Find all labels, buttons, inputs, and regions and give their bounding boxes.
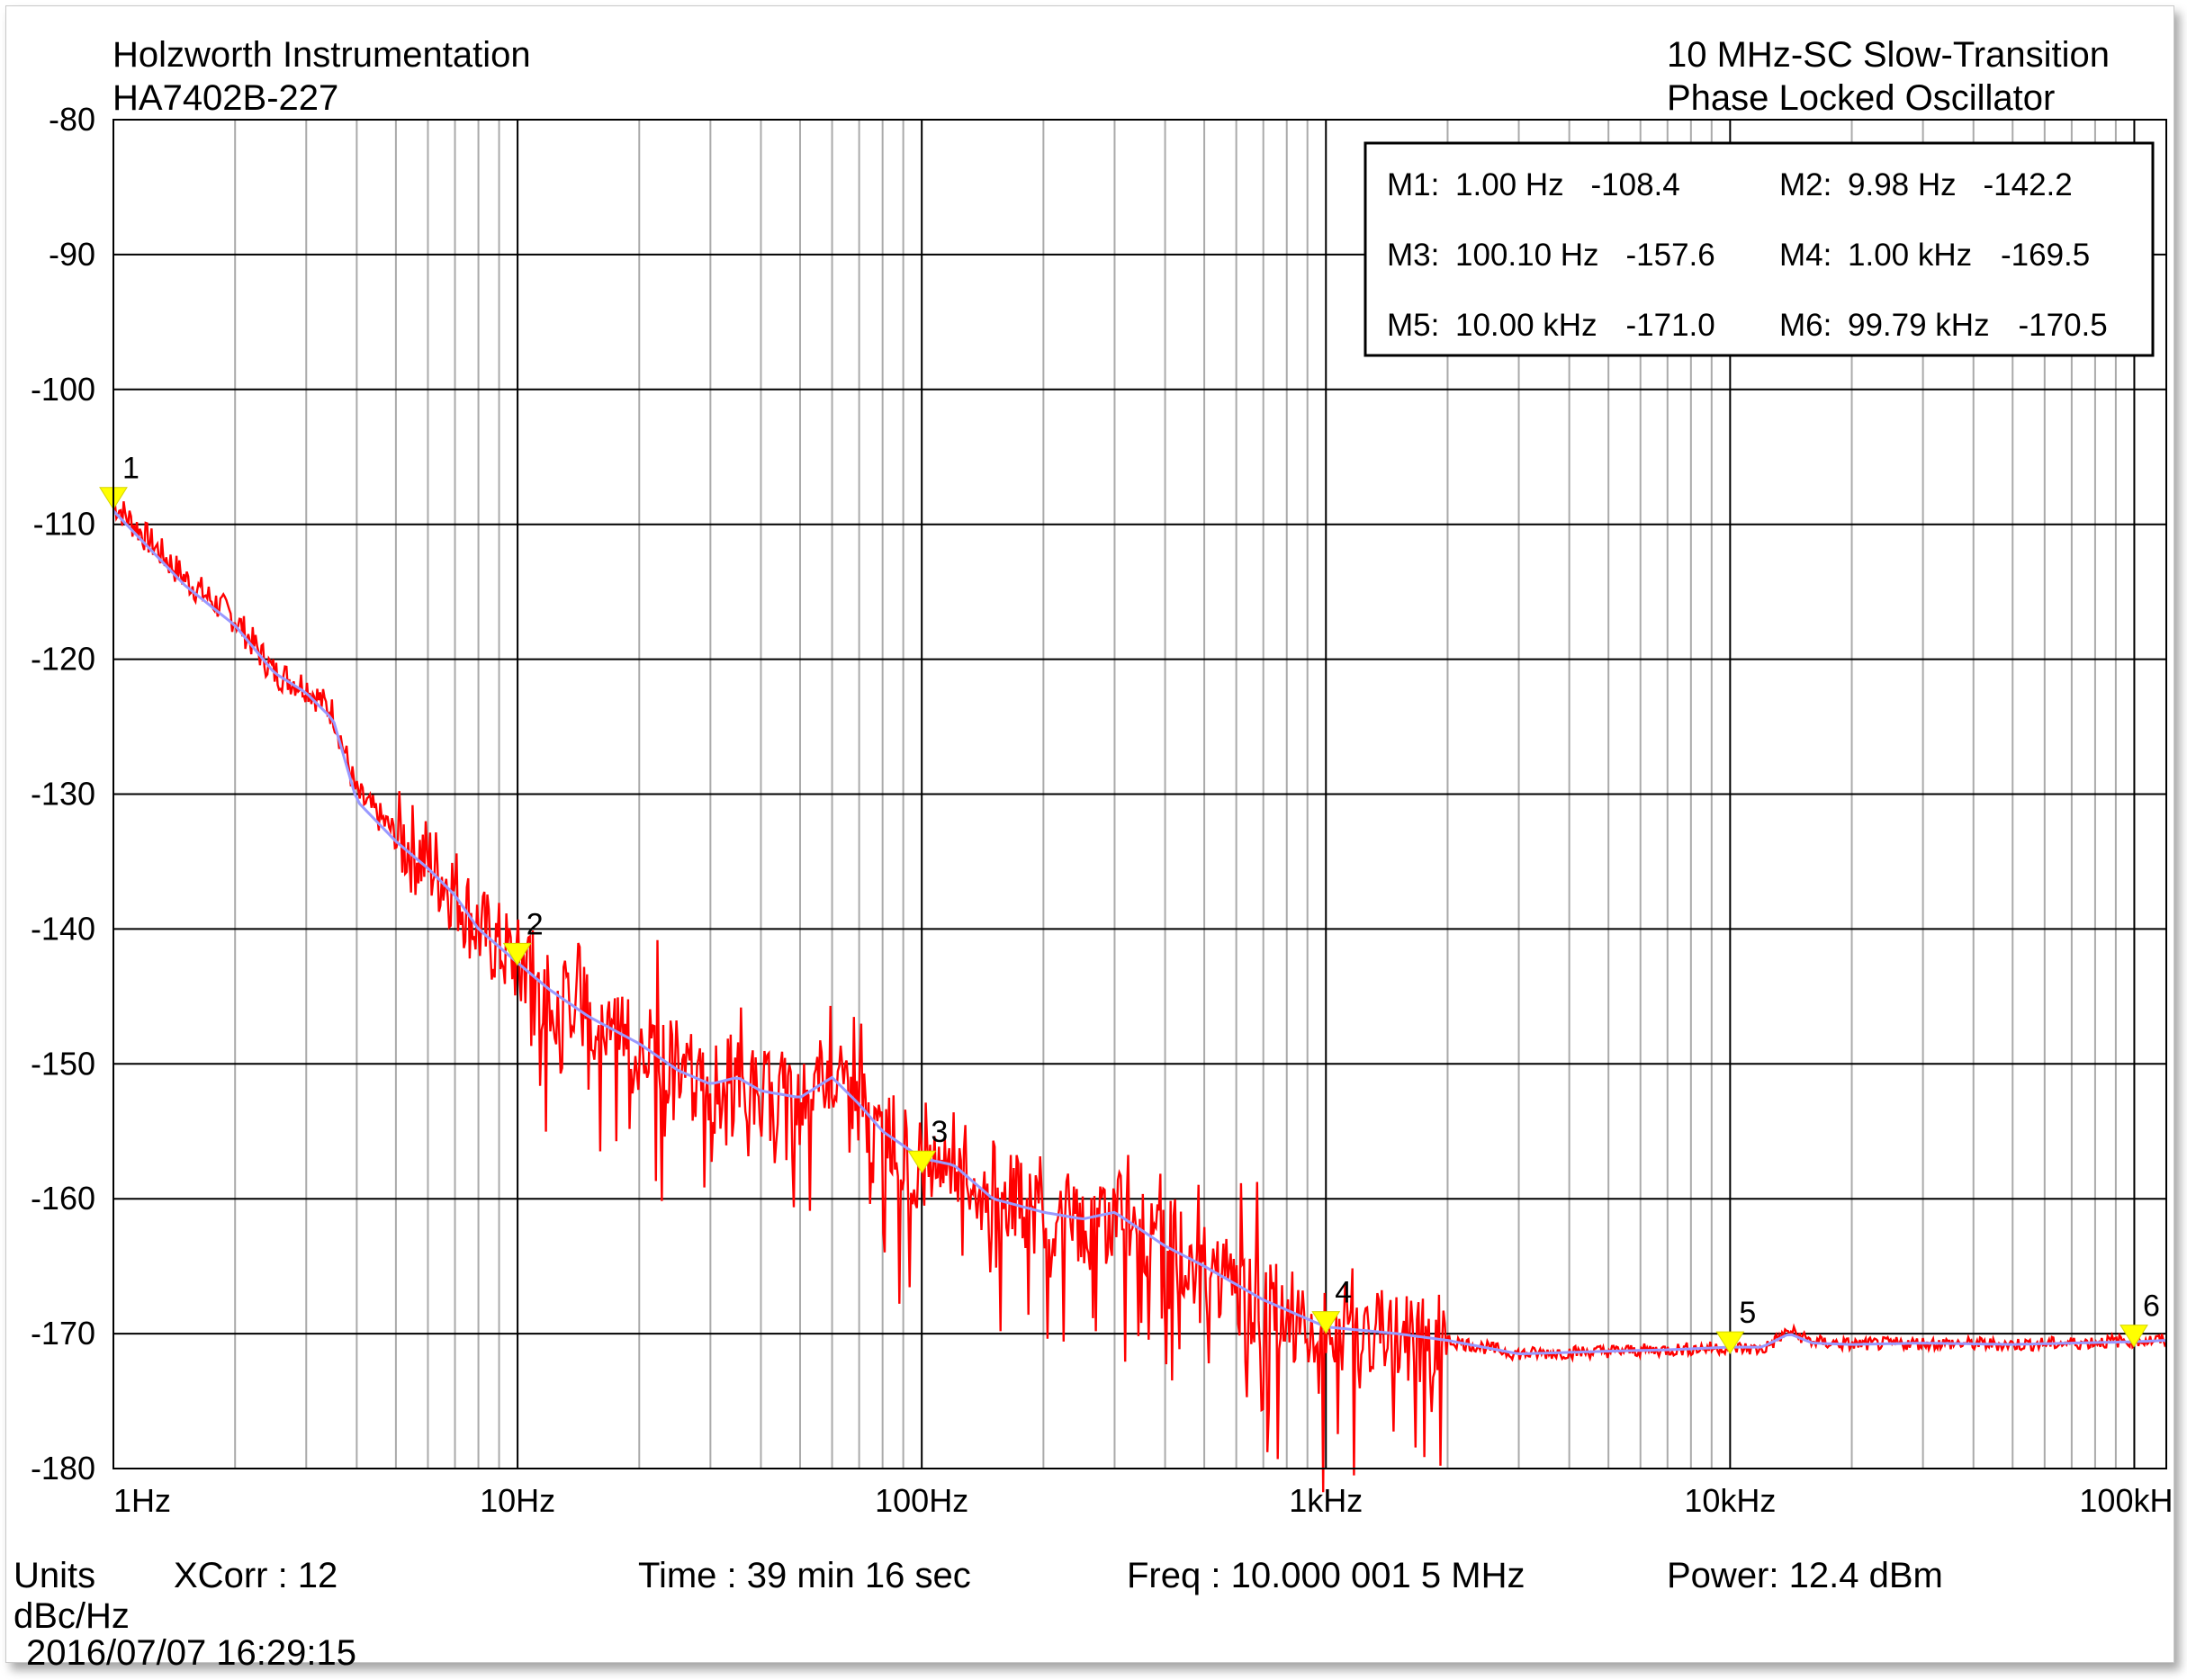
freq-readout: Freq : 10.000 001 5 MHz: [1127, 1556, 1526, 1595]
marker-table-id: M4:: [1779, 238, 1832, 273]
x-tick-label: 100kHz: [2079, 1482, 2174, 1519]
device-title-line2: Phase Locked Oscillator: [1667, 78, 2056, 118]
marker-table-box: [1364, 141, 2155, 357]
marker-table-value: -170.5: [2019, 308, 2108, 343]
power-readout: Power: 12.4 dBm: [1667, 1556, 1943, 1595]
marker-6-triangle: [2120, 1325, 2148, 1348]
axes: -80 -90 -100 -110 -120 -130 -140 -150 -160 -170 -1…: [31, 101, 2174, 1519]
units-label: Units: [14, 1556, 96, 1595]
y-tick-label: -120: [31, 641, 95, 678]
marker-6-label: 6: [2143, 1289, 2160, 1324]
device-title-line1: 10 MHz-SC Slow-Transition: [1667, 35, 2110, 75]
marker-table-value: -169.5: [2001, 238, 2090, 273]
marker-table-value: -142.2: [1984, 167, 2073, 202]
y-tick-label: -100: [31, 371, 95, 408]
phase-noise-chart: 1 2 3 4 5 6 -80 -90 -100 -110 -120 -130 -140 -150 -16…: [31, 101, 2174, 1519]
marker-4-triangle: [1311, 1311, 1341, 1334]
grid: [112, 119, 2166, 1469]
markers: 1 2 3 4 5 6: [99, 452, 2160, 1355]
xcorr-readout: XCorr : 12: [174, 1556, 338, 1595]
x-tick-label: 1Hz: [113, 1482, 171, 1519]
x-tick-label: 100Hz: [875, 1482, 968, 1519]
x-tick-label: 10Hz: [480, 1482, 555, 1519]
instrument-model: HA7402B-227: [112, 78, 339, 118]
marker-table-freq: 99.79 kHz: [1848, 308, 1990, 343]
time-readout: Time : 39 min 16 sec: [638, 1556, 971, 1595]
marker-1-label: 1: [122, 452, 140, 486]
smoothed-trace: [112, 509, 2167, 1356]
units-value: dBc/Hz: [14, 1596, 130, 1636]
timestamp: 2016/07/07 16:29:15: [26, 1633, 357, 1673]
marker-2-triangle: [502, 942, 532, 966]
y-tick-label: -80: [49, 101, 95, 138]
y-tick-label: -140: [31, 910, 95, 947]
marker-table-value: -108.4: [1591, 167, 1680, 202]
y-tick-label: -90: [49, 236, 95, 273]
marker-table-freq: 1.00 kHz: [1848, 238, 1972, 273]
marker-table-id: M1:: [1387, 167, 1439, 202]
y-tick-label: -150: [31, 1045, 95, 1082]
marker-table-id: M5:: [1387, 308, 1439, 343]
y-tick-label: -160: [31, 1180, 95, 1217]
marker-table-id: M2:: [1779, 167, 1832, 202]
marker-5-triangle: [1715, 1331, 1745, 1355]
y-tick-label: -180: [31, 1450, 95, 1487]
x-tick-label: 10kHz: [1684, 1482, 1776, 1519]
traces: [112, 500, 2167, 1493]
y-tick-label: -130: [31, 776, 95, 813]
marker-table-id: M6:: [1779, 308, 1832, 343]
marker-table-value: -171.0: [1626, 308, 1715, 343]
marker-2-label: 2: [526, 907, 544, 941]
marker-table: M1: 1.00 Hz -108.4 M2: 9.98 Hz -142.2 M3: 100.1…: [1364, 141, 2155, 357]
marker-table-freq: 1.00 Hz: [1455, 167, 1564, 202]
marker-3-label: 3: [931, 1115, 948, 1149]
plot-border: [112, 119, 2167, 1469]
marker-table-id: M3:: [1387, 238, 1439, 273]
plot-window: Holzworth Instrumentation HA7402B-227 10…: [5, 5, 2174, 1673]
marker-table-freq: 9.98 Hz: [1848, 167, 1957, 202]
x-tick-label: 1kHz: [1289, 1482, 1363, 1519]
y-tick-label: -170: [31, 1315, 95, 1352]
marker-table-freq: 100.10 Hz: [1455, 238, 1599, 273]
marker-table-freq: 10.00 kHz: [1455, 308, 1598, 343]
marker-3-triangle: [907, 1150, 937, 1174]
marker-5-label: 5: [1739, 1296, 1756, 1330]
marker-4-label: 4: [1335, 1276, 1352, 1310]
marker-table-value: -157.6: [1626, 238, 1715, 273]
y-tick-label: -110: [33, 506, 95, 543]
raw-trace: [112, 500, 2167, 1493]
company-name: Holzworth Instrumentation: [112, 35, 531, 75]
